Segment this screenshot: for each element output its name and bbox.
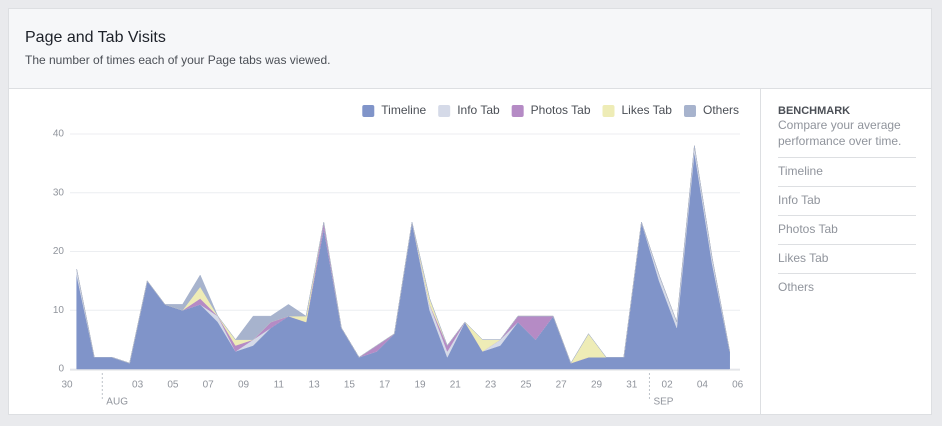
legend-label: Likes Tab: [622, 103, 673, 117]
benchmark-item[interactable]: Photos Tab: [778, 215, 916, 244]
x-tick-label: 17: [379, 380, 391, 391]
legend-swatch: [511, 105, 524, 117]
month-label: SEP: [653, 397, 673, 408]
x-tick-label: 21: [450, 380, 462, 391]
x-tick-label: 23: [485, 380, 497, 391]
area: [76, 151, 730, 370]
y-tick-label: 40: [53, 129, 65, 140]
x-tick-label: 07: [203, 380, 215, 391]
benchmark-item[interactable]: Likes Tab: [778, 244, 916, 273]
y-tick-label: 0: [58, 364, 64, 375]
x-tick-label: 09: [238, 380, 250, 391]
title: Page and Tab Visits: [25, 29, 166, 46]
y-tick-label: 10: [53, 305, 65, 316]
area: [76, 145, 730, 364]
x-tick-label: 05: [167, 380, 179, 391]
benchmark-description: Compare your average performance over ti…: [778, 118, 902, 148]
y-tick-label: 30: [53, 187, 65, 198]
legend-label: Info Tab: [457, 103, 500, 117]
x-tick-label: 19: [414, 380, 426, 391]
legend-swatch: [362, 105, 375, 117]
legend-swatch: [438, 105, 451, 117]
x-tick-label: 04: [697, 380, 709, 391]
subtitle: The number of times each of your Page ta…: [25, 53, 331, 67]
legend-label: Others: [703, 103, 739, 117]
legend-label: Timeline: [381, 103, 426, 117]
y-tick-label: 20: [53, 246, 65, 257]
legend-swatch: [602, 105, 615, 117]
x-tick-label: 30: [61, 380, 73, 391]
x-tick-label: 11: [274, 380, 285, 391]
x-tick-label: 06: [732, 380, 744, 391]
x-tick-label: 13: [309, 380, 321, 391]
sidebar: BENCHMARK Compare your average performan…: [760, 89, 932, 415]
x-tick-label: 29: [591, 380, 603, 391]
benchmark-heading: BENCHMARK: [778, 105, 851, 117]
benchmark-item[interactable]: Timeline: [778, 157, 916, 186]
header: Page and Tab Visits The number of times …: [9, 9, 931, 89]
benchmark-item[interactable]: Others: [778, 273, 916, 302]
x-tick-label: 02: [662, 380, 674, 391]
x-tick-label: 03: [132, 380, 144, 391]
x-tick-label: 31: [626, 380, 638, 391]
legend-label: Photos Tab: [531, 103, 591, 117]
x-tick-label: 25: [520, 380, 532, 391]
x-tick-label: 27: [556, 380, 568, 391]
benchmark-list: Timeline Info Tab Photos Tab Likes Tab Other…: [778, 157, 916, 302]
legend-swatch: [683, 105, 696, 117]
benchmark-item[interactable]: Info Tab: [778, 186, 916, 215]
chart: 0 10 20 30 40 30 03 05 07 09 11 13 15 17 19 21 23 25 27 29 3…: [53, 103, 744, 408]
x-tick-label: 15: [344, 380, 356, 391]
month-label: AUG: [106, 397, 128, 408]
